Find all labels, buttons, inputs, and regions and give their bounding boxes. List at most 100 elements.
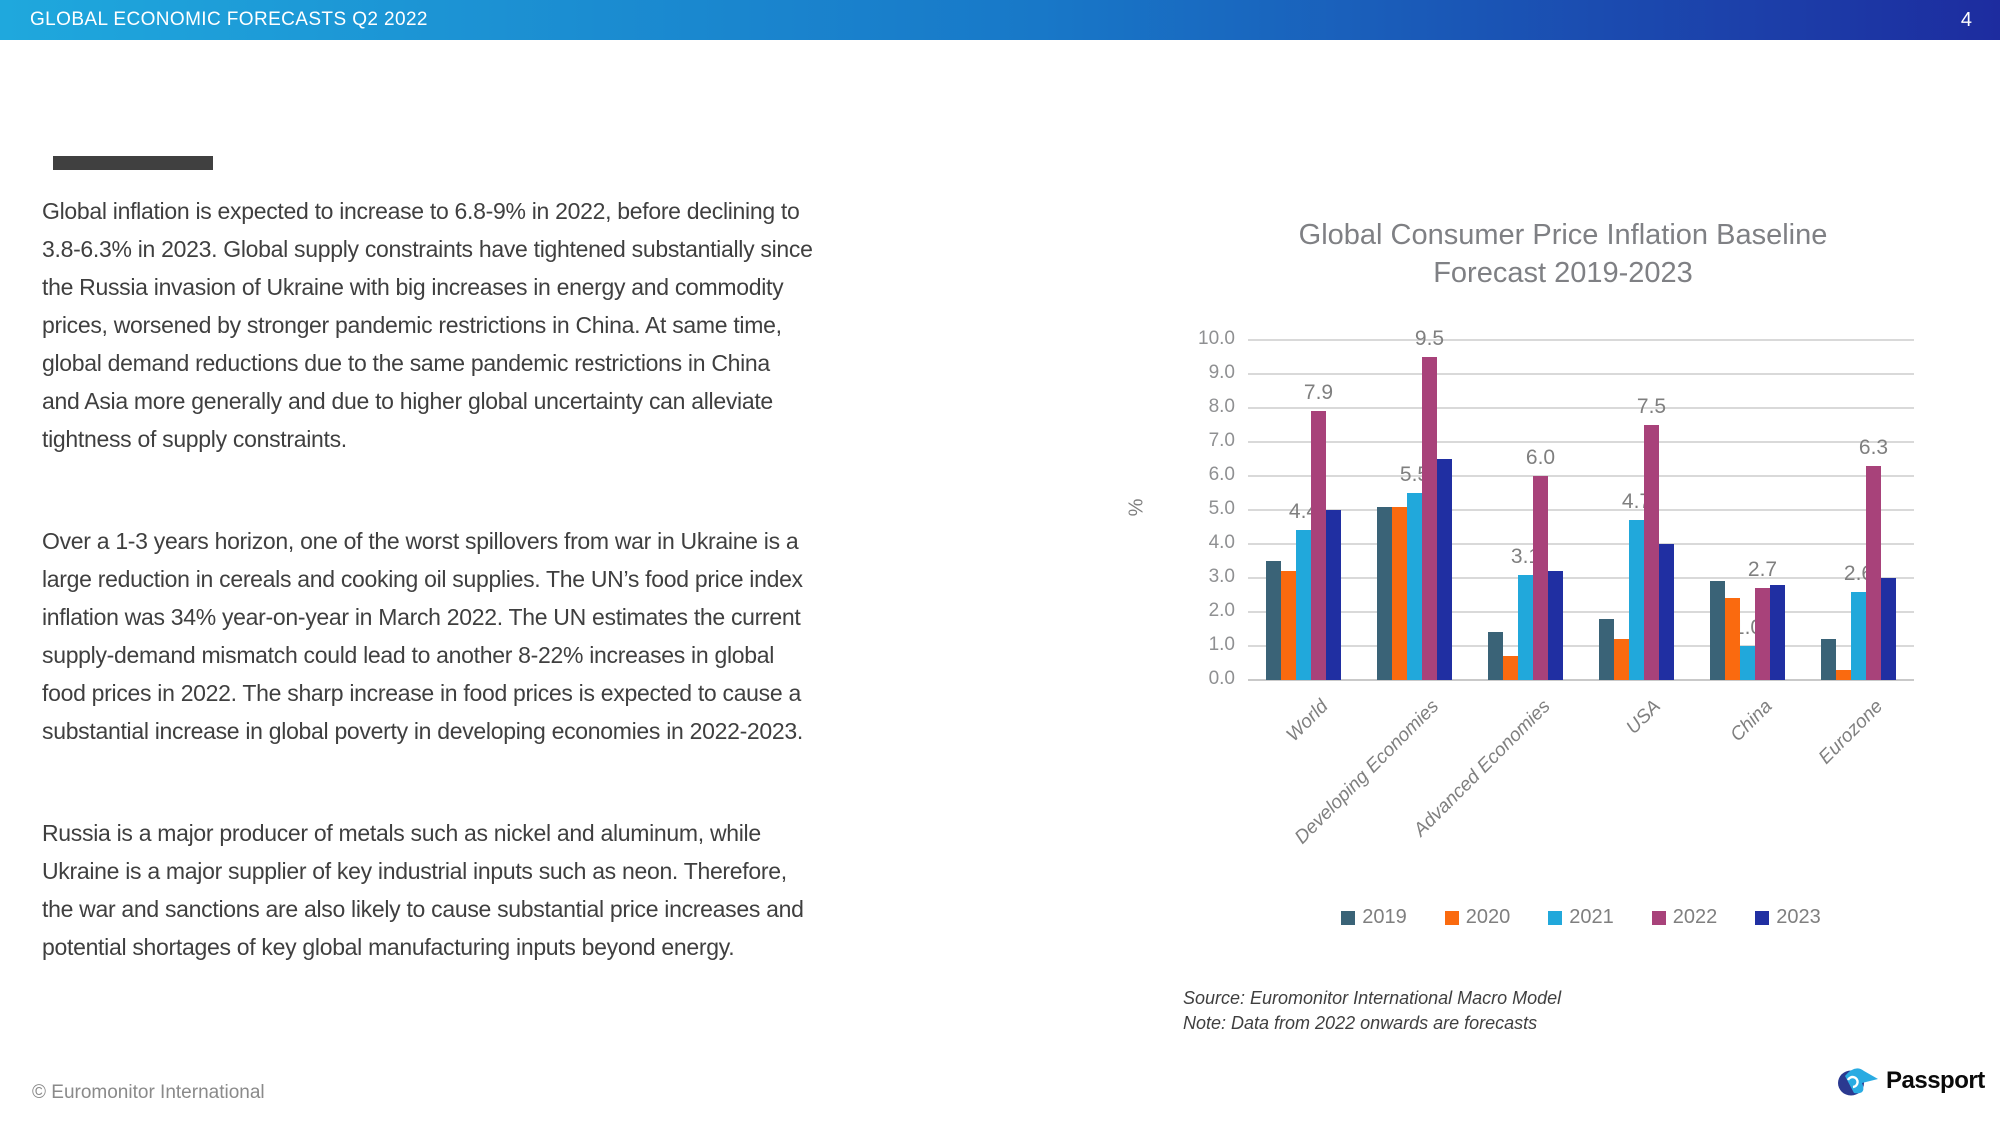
bar-2019-China <box>1710 581 1725 680</box>
header-title: GLOBAL ECONOMIC FORECASTS Q2 2022 <box>30 9 428 30</box>
bar-2023-World <box>1326 510 1341 680</box>
legend-swatch-2019 <box>1341 910 1356 925</box>
bar-2021-Developing Economies <box>1407 493 1422 680</box>
gridline <box>1248 509 1914 511</box>
page-number: 4 <box>1960 8 1972 31</box>
chart-legend: 2019 2020 2021 2022 2023 <box>1248 906 1914 929</box>
legend-swatch-2022 <box>1651 910 1666 925</box>
passport-logo: Passport <box>1836 1062 1985 1100</box>
y-tick-label: 8.0 <box>1208 396 1235 417</box>
y-tick-label: 10.0 <box>1198 328 1235 349</box>
bar-2021-Advanced Economies <box>1518 574 1533 680</box>
gridline <box>1248 543 1914 545</box>
x-category-label-world: World <box>1282 696 1333 746</box>
bar-2020-USA <box>1614 639 1629 680</box>
gridline <box>1248 441 1914 443</box>
legend-swatch-2020 <box>1444 910 1459 925</box>
chart-title-line1: Global Consumer Price Inflation Baseline <box>1298 219 1828 251</box>
bar-2019-Developing Economies <box>1377 506 1392 680</box>
paragraph-inflation-outlook: Global inflation is expected to increase… <box>42 198 813 452</box>
passport-logo-icon <box>1836 1062 1880 1100</box>
passport-logo-text: Passport <box>1886 1067 1985 1094</box>
header-bar: GLOBAL ECONOMIC FORECASTS Q2 2022 4 <box>0 0 2000 40</box>
y-tick-label: 1.0 <box>1208 634 1235 655</box>
x-category-label-china: China <box>1726 696 1777 746</box>
x-category-label-usa: USA <box>1622 696 1666 739</box>
bar-value-label-2022-World: 7.9 <box>1303 381 1334 405</box>
bar-2022-Developing Economies <box>1422 357 1437 680</box>
bar-2019-USA <box>1599 618 1614 680</box>
bar-2022-China <box>1755 588 1770 680</box>
bar-2020-Advanced Economies <box>1503 656 1518 680</box>
gridline <box>1248 407 1914 409</box>
bar-2020-World <box>1281 571 1296 680</box>
gridline <box>1248 339 1914 341</box>
bar-2021-Eurozone <box>1851 591 1866 680</box>
bar-2019-World <box>1266 561 1281 680</box>
bar-value-label-2022-China: 2.7 <box>1747 558 1778 582</box>
y-tick-label: 6.0 <box>1208 464 1235 485</box>
bar-value-label-2021-Eurozone: 2.6 <box>1843 561 1874 585</box>
paragraph-food-prices: Over a 1-3 years horizon, one of the wor… <box>42 528 803 744</box>
bar-2023-China <box>1770 584 1785 680</box>
bar-value-label-2022-Eurozone: 6.3 <box>1858 435 1889 459</box>
legend-label-2022: 2022 <box>1672 906 1718 928</box>
bar-value-label-2021-USA: 4.7 <box>1621 490 1652 514</box>
chart-title: Global Consumer Price Inflation Baseline… <box>1210 216 1916 292</box>
legend-item-2020: 2020 <box>1444 906 1511 929</box>
bar-value-label-2021-Advanced Economies: 3.1 <box>1510 544 1541 568</box>
legend-label-2021: 2021 <box>1569 906 1614 928</box>
chart-title-line2: Forecast 2019-2023 <box>1433 257 1693 289</box>
bar-2022-Advanced Economies <box>1533 476 1548 680</box>
body-text: Global inflation is expected to increase… <box>42 192 972 1030</box>
bar-2021-World <box>1296 530 1311 680</box>
bar-2022-USA <box>1644 425 1659 680</box>
source-line: Source: Euromonitor International Macro … <box>1183 988 1562 1008</box>
y-axis-tick-labels: 0.0 1.0 2.0 3.0 4.0 5.0 6.0 7.0 8.0 9.0 10.0 <box>1140 328 1235 689</box>
y-tick-label: 0.0 <box>1208 668 1235 689</box>
bar-2023-Eurozone <box>1881 578 1896 680</box>
y-tick-label: 3.0 <box>1208 566 1235 587</box>
y-tick-label: 5.0 <box>1208 498 1235 519</box>
chart-plot: 4.4 5.5 3.1 4.7 1.0 2.6 7.9 9.5 6.0 7.5 2.7 6.3 Worl… <box>1248 327 1914 848</box>
bar-2023-Advanced Economies <box>1548 571 1563 680</box>
legend-item-2022: 2022 <box>1651 906 1718 929</box>
legend-label-2023: 2023 <box>1776 906 1821 928</box>
legend-label-2019: 2019 <box>1362 906 1407 928</box>
bar-2022-World <box>1311 411 1326 680</box>
gridline <box>1248 373 1914 375</box>
bar-2020-Developing Economies <box>1392 506 1407 680</box>
paragraph-metals-inputs: Russia is a major producer of metals suc… <box>42 820 804 960</box>
legend-item-2019: 2019 <box>1341 906 1407 929</box>
bar-value-label-2022-USA: 7.5 <box>1636 395 1667 418</box>
bar-2023-Developing Economies <box>1437 459 1452 680</box>
legend-item-2023: 2023 <box>1755 906 1821 929</box>
gridline <box>1248 645 1914 647</box>
y-tick-label: 9.0 <box>1208 362 1235 383</box>
bar-2023-USA <box>1659 544 1674 680</box>
y-tick-label: 7.0 <box>1208 430 1235 451</box>
bar-2021-China <box>1740 646 1755 680</box>
bar-value-label-2021-China: 1.0 <box>1732 616 1763 639</box>
bar-2022-Eurozone <box>1866 465 1881 680</box>
bar-2021-USA <box>1629 520 1644 680</box>
bar-2019-Eurozone <box>1821 639 1836 680</box>
footer-copyright: © Euromonitor International <box>32 1082 265 1103</box>
gridline <box>1248 475 1914 477</box>
y-tick-label: 4.0 <box>1208 532 1235 553</box>
bar-value-label-2021-World: 4.4 <box>1288 500 1319 524</box>
y-tick-label: 2.0 <box>1208 600 1235 621</box>
gridline <box>1248 577 1914 579</box>
bar-2020-China <box>1725 598 1740 680</box>
gridline <box>1248 611 1914 613</box>
note-line: Note: Data from 2022 onwards are forecas… <box>1183 1013 1538 1033</box>
legend-swatch-2023 <box>1755 910 1770 925</box>
legend-label-2020: 2020 <box>1465 906 1511 928</box>
bar-value-label-2022-Advanced Economies: 6.0 <box>1525 446 1556 469</box>
bar-value-label-2021-Developing Economies: 5.5 <box>1399 463 1430 486</box>
bar-2019-Advanced Economies <box>1488 632 1503 680</box>
accent-bar <box>53 156 213 170</box>
bar-value-label-2022-Developing Economies: 9.5 <box>1414 327 1445 350</box>
x-category-label-eurozone: Eurozone <box>1814 696 1888 769</box>
